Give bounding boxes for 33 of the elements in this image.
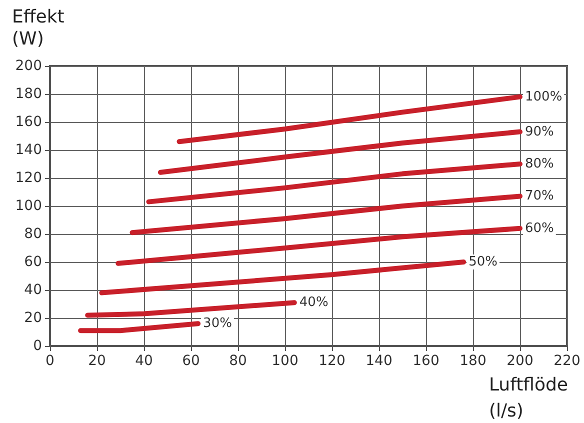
y-tick-label: 80 [24,226,42,242]
x-tick-label: 220 [554,353,580,369]
series-label: 90% [525,124,554,140]
y-tick-label: 140 [15,142,42,158]
y-axis-title: Effekt (W) [12,6,64,50]
y-tick-label: 160 [15,114,42,130]
series-label: 30% [203,316,232,332]
x-tick-label: 20 [88,353,106,369]
x-tick-label: 40 [135,353,153,369]
y-tick-label: 120 [15,170,42,186]
x-tick-label: 200 [506,353,534,369]
x-tick-label: 80 [229,353,247,369]
x-axis-title: Luftflöde (l/s) [488,374,568,422]
x-tick-label: 160 [412,353,440,369]
series-label: 50% [468,254,498,270]
x-tick-label: 100 [272,353,298,369]
y-tick-label: 0 [33,338,42,354]
y-tick-label: 20 [24,310,42,326]
series-label: 60% [525,220,554,236]
x-tick-label: 0 [46,353,54,369]
series-label: 40% [299,295,328,310]
x-tick-label: 140 [366,353,392,369]
series-label: 80% [525,156,554,172]
series-label: 100% [525,89,562,104]
y-tick-label: 200 [15,58,42,74]
y-tick-label: 40 [24,282,42,298]
series-label: 70% [525,188,554,204]
x-tick-label: 60 [182,353,200,369]
y-tick-label: 100 [15,198,42,214]
y-tick-label: 180 [15,86,42,102]
x-tick-label: 180 [460,353,486,369]
y-tick-label: 60 [24,254,42,270]
x-tick-label: 120 [318,353,346,369]
